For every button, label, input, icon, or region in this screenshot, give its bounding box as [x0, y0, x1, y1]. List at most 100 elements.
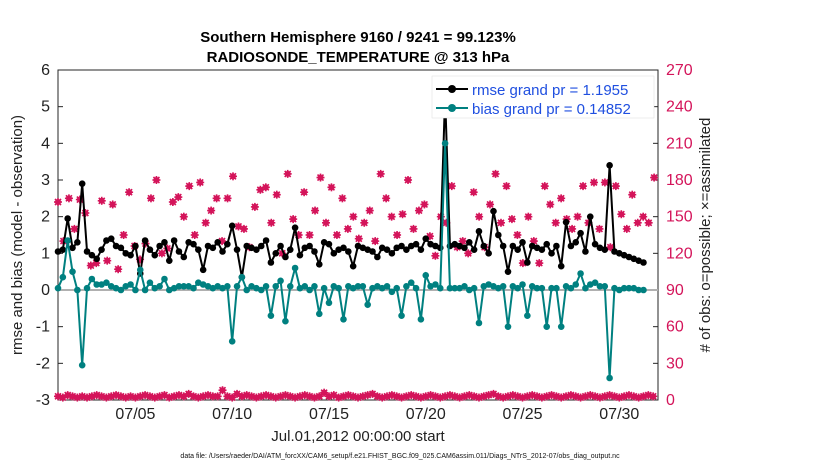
x-tick-label: 07/25 — [502, 406, 542, 423]
bias-point — [103, 279, 110, 286]
x-tick-label: 07/20 — [406, 406, 446, 423]
y-tick-label: 6 — [41, 62, 50, 79]
bias-point — [635, 286, 642, 294]
bias-point — [461, 283, 468, 290]
obs-count-high-mark — [179, 212, 188, 221]
bias-point — [335, 284, 342, 292]
rmse-point — [83, 248, 91, 255]
y-right-tick-label: 30 — [666, 355, 684, 372]
bias-point — [69, 268, 76, 275]
obs-count-high-mark — [207, 206, 216, 215]
rmse-point — [475, 228, 483, 235]
bias-point — [582, 284, 589, 292]
obs-count-high-mark — [108, 200, 117, 209]
obs-count-high-mark — [595, 224, 604, 233]
bias-point — [543, 323, 551, 330]
bias-point — [422, 272, 430, 279]
rmse-point — [330, 250, 338, 257]
obs-count-high-mark — [300, 188, 309, 197]
rmse-point — [601, 246, 609, 253]
obs-count-high-mark — [376, 169, 385, 178]
obs-count-high-mark — [502, 182, 511, 191]
obs-count-high-mark — [327, 183, 336, 192]
obs-count-low-mark — [218, 386, 227, 395]
y-tick-label: 0 — [41, 282, 50, 299]
bias-point — [393, 284, 401, 292]
rmse-point — [286, 246, 294, 253]
obs-count-high-mark — [250, 202, 259, 211]
rmse-point — [557, 262, 565, 270]
bias-point — [553, 284, 560, 292]
bias-point — [359, 283, 367, 290]
rmse-point — [180, 253, 188, 261]
rmse-point — [98, 246, 105, 253]
obs-count-high-mark — [622, 224, 631, 233]
bias-point — [301, 283, 309, 290]
rmse-point — [470, 246, 478, 253]
obs-count-high-mark — [365, 206, 374, 215]
rmse-point — [504, 268, 512, 275]
obs-count-high-mark — [573, 212, 582, 221]
bias-point — [233, 283, 241, 290]
rmse-point — [107, 235, 115, 242]
obs-count-high-mark — [524, 212, 533, 221]
rmse-point — [64, 215, 71, 222]
rmse-point — [272, 250, 280, 257]
obs-count-high-mark — [475, 212, 484, 221]
rmse-point — [548, 250, 555, 257]
rmse-point — [325, 240, 333, 248]
bias-point — [620, 284, 628, 292]
x-tick-label: 07/05 — [115, 406, 155, 423]
rmse-point — [461, 244, 468, 252]
obs-count-high-mark — [190, 231, 199, 239]
legend-bias-marker — [448, 104, 456, 112]
obs-count-high-mark — [92, 259, 101, 268]
obs-count-high-mark — [420, 200, 429, 209]
obs-count-high-mark — [600, 178, 609, 187]
rmse-point — [403, 246, 410, 253]
rmse-point — [567, 242, 575, 250]
y-right-tick-label: 240 — [666, 99, 693, 116]
y-right-tick-label: 120 — [666, 245, 693, 262]
obs-count-low-mark — [484, 391, 493, 400]
rmse-point — [538, 246, 546, 253]
bias-point — [538, 284, 546, 292]
bias-point — [156, 283, 163, 290]
obs-count-high-mark — [168, 198, 177, 206]
bias-point — [354, 283, 362, 290]
rmse-point — [151, 251, 159, 259]
obs-count-low-mark — [83, 393, 92, 402]
bias-point — [432, 281, 439, 288]
obs-count-high-mark — [103, 256, 112, 265]
legend-rmse-marker — [448, 85, 456, 93]
rmse-point — [562, 218, 570, 226]
bias-point — [117, 286, 125, 294]
rmse-point — [117, 244, 125, 252]
legend-rmse-label: rmse grand pr = 1.1955 — [472, 82, 628, 99]
bias-point — [93, 281, 101, 288]
obs-count-high-mark — [157, 249, 166, 258]
obs-count-high-mark — [568, 224, 577, 233]
rmse-point — [591, 240, 599, 248]
bias-point — [407, 279, 415, 286]
obs-count-low-mark — [581, 392, 590, 401]
rmse-point — [233, 246, 241, 253]
y-axis-label: rmse and bias (model - observation) — [9, 115, 26, 355]
rmse-point — [490, 207, 497, 215]
rmse-point — [495, 231, 502, 239]
obs-count-high-mark — [196, 178, 205, 187]
obs-count-high-mark — [540, 182, 549, 191]
rmse-point — [524, 259, 531, 266]
obs-count-high-mark — [360, 218, 369, 227]
obs-count-high-mark — [617, 210, 626, 219]
rmse-point — [480, 242, 488, 250]
rmse-point — [165, 257, 173, 264]
bias-point — [291, 264, 299, 272]
bias-point — [548, 284, 555, 292]
bias-point — [54, 284, 62, 292]
obs-count-high-mark — [354, 234, 363, 243]
bias-point — [282, 317, 289, 325]
rmse-point — [340, 244, 347, 252]
bias-point — [499, 283, 507, 290]
rmse-point — [214, 239, 221, 246]
